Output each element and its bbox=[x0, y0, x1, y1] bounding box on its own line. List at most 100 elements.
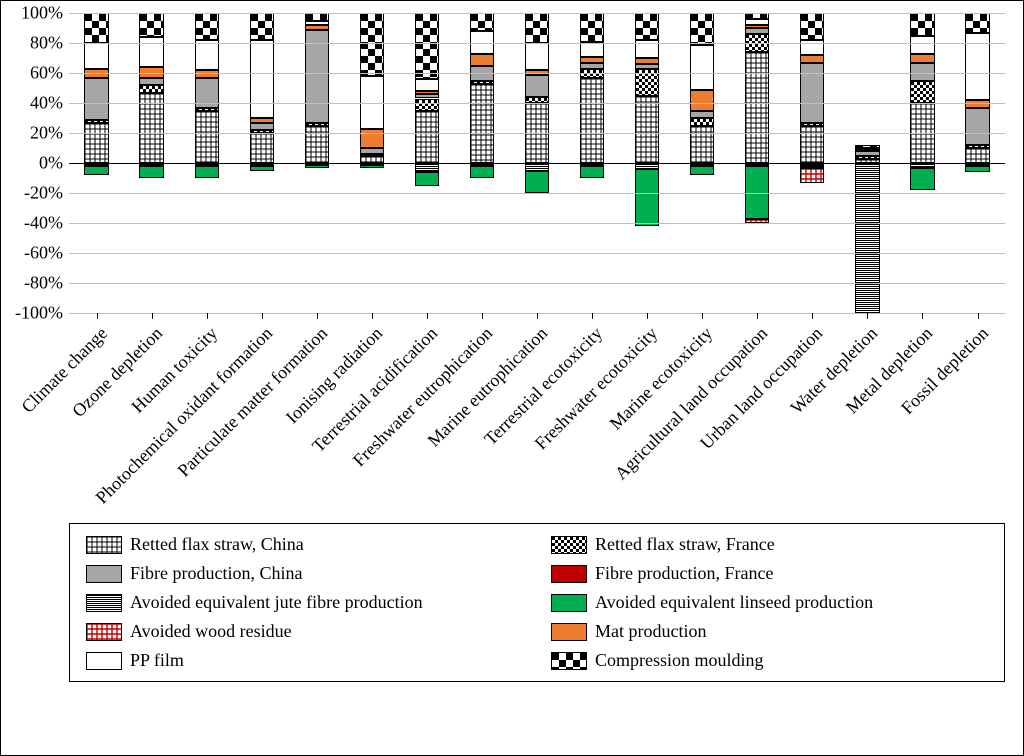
bar-segment-fibre_china bbox=[910, 63, 934, 81]
bar-segment-mat_production bbox=[910, 54, 934, 63]
bar-segment-retted_flax_china bbox=[580, 78, 604, 164]
bar-segment-pp_film bbox=[195, 40, 219, 70]
bar-segment-compression bbox=[470, 13, 494, 31]
bar-segment-retted_flax_china bbox=[745, 52, 769, 163]
bar-segment-compression bbox=[690, 13, 714, 45]
legend-item-compression: Compression moulding bbox=[551, 650, 988, 671]
bar-segment-retted_flax_china bbox=[415, 111, 439, 164]
legend-item-pp_film: PP film bbox=[86, 650, 523, 671]
legend-label: Avoided equivalent linseed production bbox=[595, 592, 873, 613]
x-tick-label: Urban land occupation bbox=[785, 313, 840, 523]
y-tick-label: -20% bbox=[24, 183, 63, 204]
bar-segment-retted_flax_france bbox=[855, 156, 879, 159]
bar-segment-fibre_china bbox=[690, 111, 714, 119]
bar-segment-avoided_linseed bbox=[250, 166, 274, 171]
bar-segment-retted_flax_france bbox=[965, 145, 989, 148]
bar-segment-mat_production bbox=[690, 90, 714, 111]
legend: Retted flax straw, ChinaRetted flax stra… bbox=[69, 523, 1005, 682]
bar-segment-retted_flax_france bbox=[139, 85, 163, 93]
bar-segment-fibre_china bbox=[139, 78, 163, 86]
bar-segment-pp_film bbox=[250, 40, 274, 118]
bar-segment-compression bbox=[800, 13, 824, 40]
y-tick-label: -60% bbox=[24, 243, 63, 264]
gridline bbox=[69, 103, 1005, 104]
x-tick-label: Fossil depletion bbox=[950, 313, 1005, 523]
x-tick-label: Water depletion bbox=[840, 313, 895, 523]
bar-segment-avoided_linseed bbox=[195, 166, 219, 178]
legend-swatch bbox=[551, 623, 587, 641]
legend-item-fibre_china: Fibre production, China bbox=[86, 563, 523, 584]
bar-segment-fibre_china bbox=[580, 63, 604, 69]
bar-segment-retted_flax_france bbox=[910, 81, 934, 104]
bar-segment-mat_production bbox=[250, 118, 274, 123]
bar-segment-avoided_linseed bbox=[84, 166, 108, 175]
legend-label: Fibre production, China bbox=[130, 563, 302, 584]
bar-segment-retted_flax_france bbox=[800, 123, 824, 126]
y-tick-label: -100% bbox=[15, 303, 63, 324]
legend-label: PP film bbox=[130, 650, 184, 671]
bar-segment-fibre_china bbox=[84, 78, 108, 120]
bar-segment-fibre_china bbox=[745, 28, 769, 34]
bar-segment-pp_film bbox=[139, 37, 163, 67]
bar-segment-avoided_wood bbox=[800, 168, 824, 183]
bar-segment-fibre_china bbox=[965, 108, 989, 146]
bar-segment-retted_flax_france bbox=[415, 99, 439, 111]
bar-segment-avoided_linseed bbox=[415, 172, 439, 186]
bar-segment-avoided_linseed bbox=[139, 166, 163, 178]
bar-segment-mat_production bbox=[470, 54, 494, 66]
y-tick-label: -40% bbox=[24, 213, 63, 234]
bar-segment-retted_flax_china bbox=[800, 126, 824, 164]
bar-segment-avoided_linseed bbox=[910, 168, 934, 191]
legend-swatch bbox=[551, 565, 587, 583]
bar-segment-fibre_china bbox=[415, 94, 439, 98]
bar-segment-pp_film bbox=[910, 36, 934, 54]
bar-segment-avoided_linseed bbox=[360, 165, 384, 168]
y-tick-label: 20% bbox=[30, 123, 63, 144]
bar-segment-pp_film bbox=[415, 79, 439, 91]
y-tick-label: 40% bbox=[30, 93, 63, 114]
legend-label: Avoided equivalent jute fibre production bbox=[130, 592, 423, 613]
bar-segment-mat_production bbox=[745, 25, 769, 28]
bar-segment-pp_film bbox=[84, 43, 108, 69]
gridline bbox=[69, 163, 1005, 164]
bar-segment-pp_film bbox=[855, 148, 879, 150]
bar-segment-compression bbox=[195, 13, 219, 40]
bar-segment-retted_flax_china bbox=[965, 148, 989, 163]
bar-segment-compression bbox=[360, 13, 384, 76]
bar-segment-retted_flax_china bbox=[250, 133, 274, 163]
legend-swatch bbox=[551, 536, 587, 554]
legend-label: Mat production bbox=[595, 621, 706, 642]
legend-swatch bbox=[86, 652, 122, 670]
legend-item-avoided_wood: Avoided wood residue bbox=[86, 621, 523, 642]
y-tick-label: 0% bbox=[39, 153, 63, 174]
gridline bbox=[69, 13, 1005, 14]
legend-item-avoided_linseed: Avoided equivalent linseed production bbox=[551, 592, 988, 613]
legend-label: Fibre production, France bbox=[595, 563, 773, 584]
bar-segment-pp_film bbox=[690, 45, 714, 90]
x-axis: Climate changeOzone depletionHuman toxic… bbox=[69, 313, 1005, 523]
bar-segment-retted_flax_france bbox=[690, 118, 714, 126]
bar-segment-avoided_linseed bbox=[580, 166, 604, 178]
gridline bbox=[69, 193, 1005, 194]
bar-segment-avoided_jute bbox=[415, 163, 439, 172]
bar-segment-retted_flax_france bbox=[195, 108, 219, 111]
bar-segment-retted_flax_china bbox=[360, 156, 384, 164]
bar-segment-compression bbox=[84, 13, 108, 43]
legend-item-retted_flax_france: Retted flax straw, France bbox=[551, 534, 988, 555]
bar-segment-fibre_china bbox=[855, 151, 879, 156]
legend-swatch bbox=[551, 652, 587, 670]
legend-label: Avoided wood residue bbox=[130, 621, 292, 642]
bar-segment-compression bbox=[139, 13, 163, 37]
gridline bbox=[69, 253, 1005, 254]
bar-segment-retted_flax_china bbox=[305, 126, 329, 164]
legend-swatch bbox=[86, 594, 122, 612]
bar-segment-pp_film bbox=[745, 19, 769, 25]
bar-segment-compression bbox=[580, 13, 604, 42]
bar-segment-compression bbox=[965, 13, 989, 33]
bar-segment-avoided_linseed bbox=[470, 166, 494, 178]
legend-swatch bbox=[86, 565, 122, 583]
bar-segment-compression bbox=[855, 145, 879, 148]
bar-segment-retted_flax_france bbox=[360, 154, 384, 156]
legend-swatch bbox=[86, 623, 122, 641]
gridline bbox=[69, 73, 1005, 74]
